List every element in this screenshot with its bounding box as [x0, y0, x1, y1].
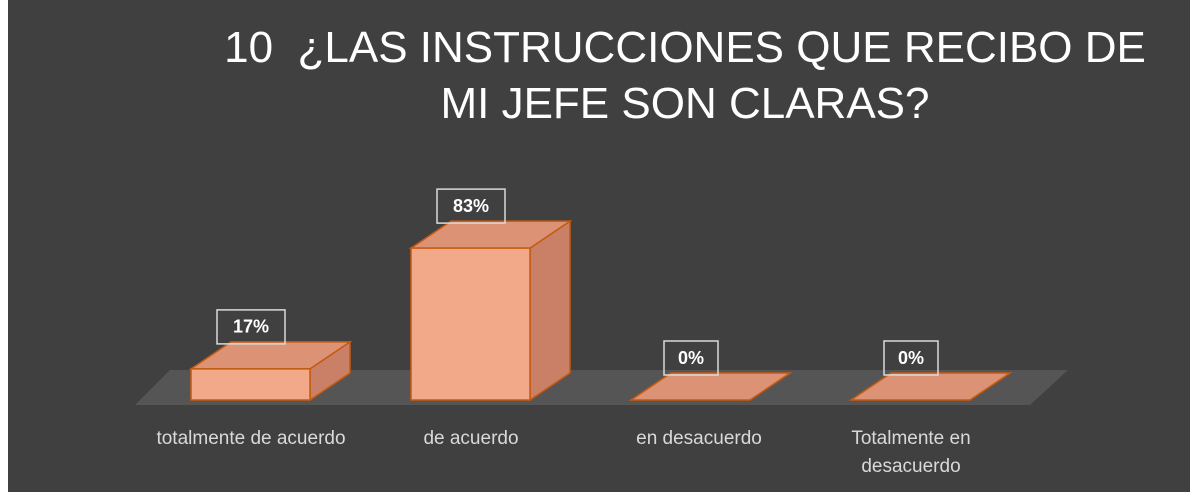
bar [190, 368, 311, 401]
bar-side [529, 219, 571, 402]
chart-title: 10 ¿LAS INSTRUCCIONES QUE RECIBO DE MI J… [224, 23, 1159, 128]
bar-top [848, 372, 1013, 401]
value-label-box [883, 340, 939, 376]
value-label: 83% [453, 196, 489, 216]
bar-top [628, 372, 793, 401]
value-label: 0% [898, 348, 924, 368]
floor [135, 370, 1068, 405]
x-tick-label: Totalmente en desacuerdo [851, 428, 971, 477]
value-label: 17% [233, 317, 269, 337]
x-tick-label: de acuerdo [423, 428, 519, 449]
value-label-box [436, 188, 506, 224]
value-label-box [216, 309, 286, 345]
value-label-box [663, 340, 719, 376]
value-label: 0% [678, 348, 704, 368]
chart-area [8, 0, 1190, 492]
bar [410, 247, 531, 401]
x-tick-label: en desacuerdo [636, 428, 762, 449]
x-tick-label: totalmente de acuerdo [156, 428, 346, 449]
